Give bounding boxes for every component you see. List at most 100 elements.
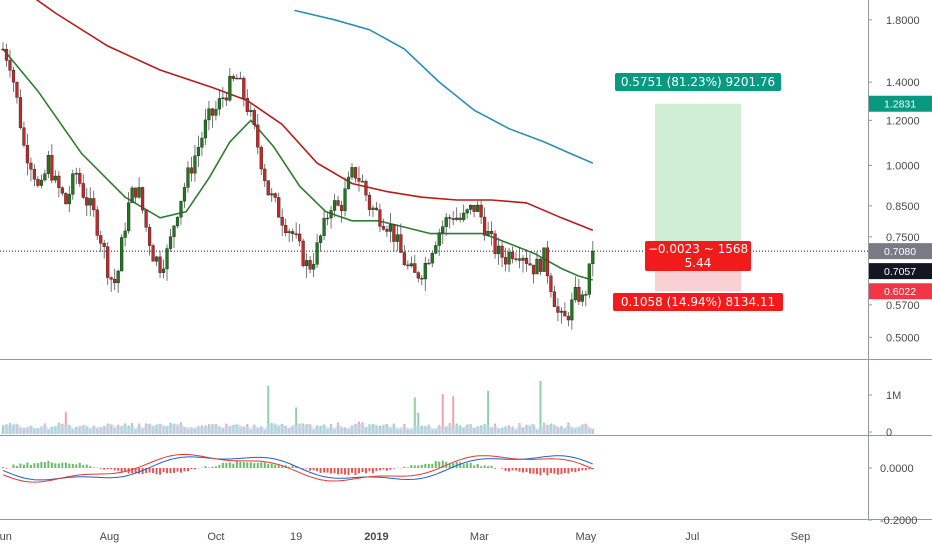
macd-histogram-bar bbox=[389, 468, 392, 470]
macd-histogram-bar bbox=[232, 463, 235, 468]
candle-up bbox=[427, 262, 431, 265]
volume-bar bbox=[413, 397, 416, 434]
macd-histogram-bar bbox=[103, 468, 106, 470]
candle-down bbox=[231, 75, 235, 79]
candle-up bbox=[287, 231, 291, 234]
macd-histogram-bar bbox=[263, 462, 266, 468]
macd-histogram-bar bbox=[204, 466, 207, 468]
macd-histogram-bar bbox=[588, 468, 591, 470]
candle-down bbox=[549, 275, 553, 292]
candle-up bbox=[580, 294, 584, 302]
candle-down bbox=[357, 178, 361, 182]
macd-histogram-bar bbox=[221, 462, 224, 468]
candle-down bbox=[266, 180, 270, 196]
candle-down bbox=[531, 264, 536, 275]
candle-down bbox=[224, 97, 228, 101]
candle-down bbox=[538, 258, 543, 272]
time-tick-label: Aug bbox=[100, 531, 120, 543]
candles bbox=[1, 42, 595, 330]
candle-up bbox=[507, 251, 511, 265]
candle-down bbox=[284, 225, 288, 234]
macd-histogram-bar bbox=[438, 461, 441, 468]
candle-down bbox=[472, 204, 476, 212]
candle-down bbox=[95, 209, 99, 236]
candle-down bbox=[364, 181, 368, 196]
macd-histogram-bar bbox=[553, 468, 556, 474]
candle-up bbox=[249, 110, 253, 112]
macd-histogram-bar bbox=[319, 468, 322, 473]
macd-histogram-bar bbox=[173, 468, 176, 473]
candle-down bbox=[57, 175, 61, 188]
stop-label-bg bbox=[613, 293, 783, 311]
ma-red-line bbox=[35, 0, 594, 232]
profit-zone bbox=[655, 103, 741, 252]
candle-down bbox=[448, 217, 452, 219]
candle-up bbox=[371, 207, 375, 210]
macd-histogram-bar bbox=[249, 462, 252, 468]
macd-histogram-bar bbox=[183, 468, 186, 472]
candle-down bbox=[298, 233, 302, 242]
candle-up bbox=[462, 212, 466, 220]
candle-down bbox=[252, 110, 256, 126]
candle-up bbox=[444, 217, 448, 227]
candle-down bbox=[151, 245, 155, 262]
time-tick-label: Mar bbox=[470, 531, 489, 543]
candle-up bbox=[315, 242, 319, 265]
candle-up bbox=[573, 286, 577, 300]
candle-up bbox=[346, 176, 351, 189]
candle-up bbox=[179, 200, 183, 218]
stop-label: 0.1058 (14.94%) 8134.11 bbox=[613, 293, 783, 311]
position-tool[interactable]: 0.5751 (81.23%) 9201.76 −0.0023 ~ 15685.4… bbox=[613, 73, 783, 311]
macd-histogram-bar bbox=[466, 463, 469, 468]
candle-up bbox=[591, 250, 595, 264]
candle-up bbox=[228, 75, 232, 101]
candle-up bbox=[46, 155, 50, 174]
candle-down bbox=[294, 233, 298, 235]
candle-up bbox=[123, 230, 127, 238]
candle-down bbox=[291, 231, 295, 234]
macd-histogram-bar bbox=[120, 468, 123, 473]
volume-tick-label: 0 bbox=[886, 427, 892, 439]
candle-down bbox=[493, 233, 497, 254]
candle-down bbox=[413, 263, 417, 273]
macd-histogram-bar bbox=[82, 464, 85, 468]
macd-histogram-bar bbox=[155, 468, 158, 475]
macd-histogram-bar bbox=[47, 460, 50, 468]
candle-down bbox=[259, 146, 263, 170]
price-tick-label: 0.5700 bbox=[886, 300, 920, 312]
macd-histogram-bar bbox=[2, 467, 4, 468]
macd-histogram-bar bbox=[312, 468, 315, 471]
macd-histogram-bar bbox=[371, 468, 374, 474]
volume-bar bbox=[267, 385, 270, 434]
price-tick-label: 1.0000 bbox=[886, 161, 920, 173]
candle-up bbox=[325, 217, 330, 220]
candle-down bbox=[245, 97, 249, 112]
candle-down bbox=[552, 291, 557, 307]
macd-histogram-bar bbox=[277, 464, 280, 468]
candle-up bbox=[343, 188, 347, 212]
macd-signal-line bbox=[2, 453, 593, 483]
candle-up bbox=[535, 258, 539, 275]
macd-histogram-bar bbox=[242, 462, 245, 468]
candle-up bbox=[154, 256, 159, 262]
candle-up bbox=[203, 119, 208, 139]
price-tag: 0.6022 bbox=[869, 283, 932, 300]
candle-up bbox=[584, 294, 588, 296]
time-tick-label: Jul bbox=[685, 531, 699, 543]
time-axis[interactable]: Jun Aug Oct 19 2019 Mar May Jul Sep bbox=[0, 531, 810, 543]
price-axis[interactable]: 1.8000 1.4000 1.2000 1.0000 0.8500 0.7500 0.57… bbox=[868, 15, 920, 527]
volume-ma-area bbox=[3, 423, 593, 434]
macd-histogram-bar bbox=[256, 462, 259, 468]
macd-histogram-bar bbox=[138, 468, 141, 474]
price-tag-bg bbox=[869, 283, 932, 300]
target-label: 0.5751 (81.23%) 9201.76 bbox=[615, 73, 781, 91]
macd-histogram-bar bbox=[344, 468, 347, 475]
candle-down bbox=[381, 226, 386, 230]
candle-down bbox=[102, 243, 106, 247]
macd-histogram-bar bbox=[549, 468, 552, 473]
macd-histogram-bar bbox=[124, 468, 127, 472]
macd-histogram-bar bbox=[71, 463, 74, 468]
price-tags: 1.2831 0.7080 0.7057 0.6022 bbox=[869, 95, 932, 300]
candle-up bbox=[318, 235, 323, 243]
